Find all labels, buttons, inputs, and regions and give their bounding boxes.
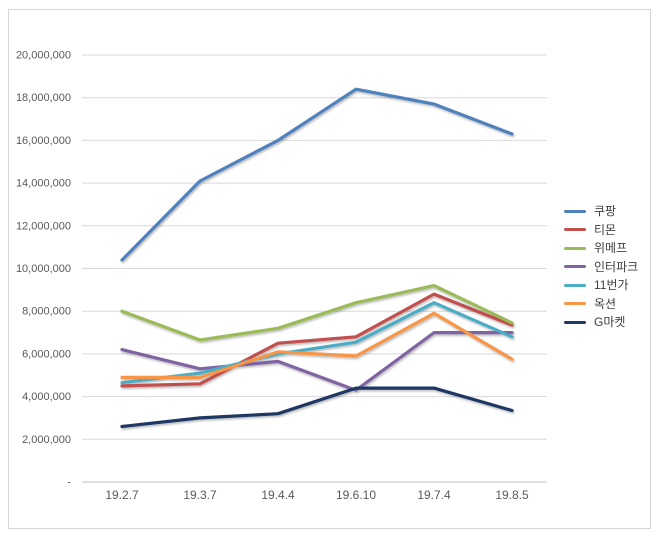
legend-line-swatch-icon [564, 209, 586, 213]
y-tick-label: 18,000,000 [16, 92, 71, 104]
series-line-4 [120, 301, 514, 385]
x-tick-label: 19.4.4 [261, 488, 295, 502]
y-tick-label: 6,000,000 [22, 348, 71, 360]
y-tick-label: 4,000,000 [22, 391, 71, 403]
legend-item: 위메프 [564, 239, 638, 258]
legend-item: 인터파크 [564, 258, 638, 277]
y-tick-label: 20,000,000 [16, 50, 71, 62]
y-tick-label: 2,000,000 [22, 434, 71, 446]
series-line-5 [120, 311, 514, 379]
legend-label: 옥션 [594, 296, 617, 311]
legend-label: G마켓 [594, 315, 626, 330]
series-line-0 [120, 87, 514, 262]
y-tick-label: 10,000,000 [16, 263, 71, 275]
legend-label: 인터파크 [594, 259, 639, 274]
legend-line-swatch-icon [564, 246, 586, 250]
gridlines [82, 54, 547, 483]
legend-label: 티몬 [594, 222, 617, 237]
y-tick-label: - [67, 477, 71, 489]
x-axis-labels: 19.2.7 19.3.7 19.4.4 19.6.10 19.7.4 19.8.5 [105, 488, 529, 502]
x-tick-label: 19.6.10 [336, 488, 376, 502]
series-line-3 [120, 331, 514, 392]
legend-line-swatch-icon [564, 302, 586, 306]
legend-item: 11번가 [564, 276, 638, 295]
y-tick-label: 8,000,000 [22, 306, 71, 318]
legend-label: 쿠팡 [594, 204, 617, 219]
series-line-1 [120, 292, 514, 388]
legend-item: 옥션 [564, 295, 638, 314]
legend-item: 티몬 [564, 221, 638, 240]
legend-line-swatch-icon [564, 265, 586, 269]
series-line-6 [120, 386, 514, 429]
legend-item: G마켓 [564, 313, 638, 332]
legend-label: 11번가 [594, 278, 629, 293]
x-tick-label: 19.8.5 [495, 488, 529, 502]
legend-line-swatch-icon [564, 283, 586, 287]
series-line-2 [120, 284, 514, 342]
y-axis-labels: - 2,000,000 4,000,000 6,000,000 8,000,000 10,… [16, 50, 71, 489]
x-tick-label: 19.2.7 [105, 488, 139, 502]
x-tick-label: 19.3.7 [183, 488, 217, 502]
x-tick-label: 19.7.4 [417, 488, 451, 502]
y-tick-label: 12,000,000 [16, 220, 71, 232]
legend-item: 쿠팡 [564, 202, 638, 221]
series-lines [120, 87, 514, 429]
y-tick-label: 16,000,000 [16, 135, 71, 147]
legend-line-swatch-icon [564, 228, 586, 232]
legend-label: 위메프 [594, 241, 628, 256]
legend-line-swatch-icon [564, 320, 586, 324]
y-tick-label: 14,000,000 [16, 178, 71, 190]
